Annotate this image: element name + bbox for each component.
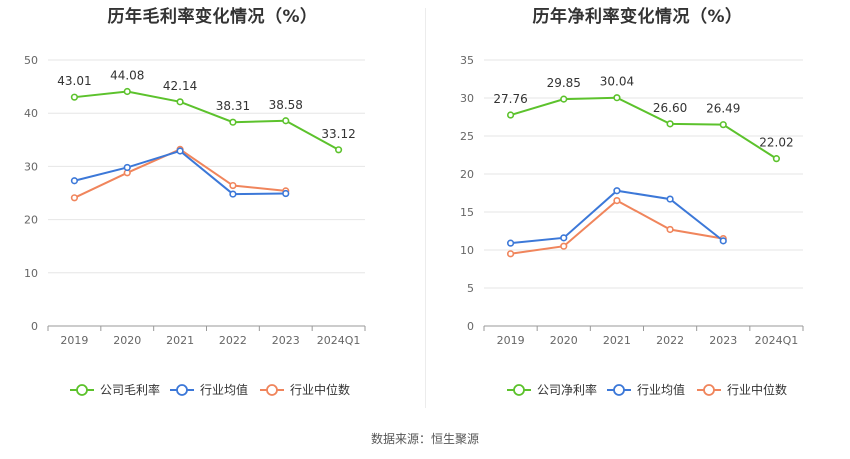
- x-tick-label: 2019: [497, 334, 525, 347]
- data-point: [506, 111, 515, 119]
- legend-marker: [176, 384, 188, 396]
- y-tick-label: 0: [467, 320, 474, 333]
- legend-label: 行业均值: [200, 382, 248, 397]
- x-tick-label: 2021: [166, 334, 194, 347]
- data-label: 26.60: [653, 101, 687, 115]
- gross-margin-plot: 0 10 20 30 40 50 2019 2020 2021 2022 2023 2024Q1 43.…: [24, 54, 366, 397]
- legend-item[interactable]: 公司净利率: [507, 382, 597, 397]
- panel-divider: [425, 8, 426, 408]
- data-point: [123, 163, 131, 172]
- data-label: 42.14: [163, 79, 197, 93]
- y-tick-label: 20: [24, 214, 38, 227]
- data-point: [772, 155, 781, 163]
- gross-margin-chart: 历年毛利率变化情况（%） 0 10 20 30 40 50 2019 2020 2021 2022…: [0, 0, 425, 420]
- series-line: [74, 90, 340, 151]
- data-label: 43.01: [57, 74, 91, 88]
- data-point: [613, 187, 621, 195]
- data-point: [70, 93, 79, 101]
- data-point: [613, 94, 621, 102]
- data-point: [229, 190, 237, 198]
- data-point: [560, 234, 568, 242]
- data-point: [282, 117, 290, 125]
- chart-title: 历年净利率变化情况（%）: [532, 7, 743, 27]
- y-tick-label: 30: [24, 160, 38, 173]
- data-label: 44.08: [110, 68, 144, 82]
- legend-label: 行业中位数: [727, 382, 787, 397]
- data-label: 30.04: [600, 75, 634, 89]
- y-tick-label: 50: [24, 54, 38, 67]
- data-point: [70, 194, 79, 202]
- y-tick-label: 20: [460, 168, 474, 181]
- data-point: [229, 181, 237, 190]
- data-point: [666, 120, 674, 128]
- data-label: 27.76: [493, 92, 527, 106]
- data-source-note: 数据来源：恒生聚源: [370, 432, 479, 446]
- x-tick-label: 2023: [709, 334, 737, 347]
- data-point: [560, 95, 568, 103]
- y-tick-label: 35: [460, 54, 474, 67]
- data-point: [506, 239, 515, 247]
- legend-label: 公司净利率: [537, 382, 597, 397]
- x-tick-label: 2024Q1: [755, 334, 799, 347]
- data-point: [334, 146, 343, 154]
- data-label: 33.12: [321, 127, 355, 141]
- data-point: [666, 225, 674, 234]
- x-tick-label: 2024Q1: [317, 334, 361, 347]
- data-point: [123, 87, 131, 96]
- legend-marker: [703, 384, 715, 396]
- data-point: [229, 118, 237, 126]
- data-point: [70, 177, 79, 185]
- legend-marker: [76, 384, 88, 396]
- data-point: [719, 121, 727, 129]
- legend-item[interactable]: 行业中位数: [260, 382, 350, 397]
- legend-label: 行业均值: [637, 382, 685, 397]
- legend-item[interactable]: 行业均值: [170, 382, 248, 397]
- y-tick-label: 10: [24, 267, 38, 280]
- data-point: [613, 197, 621, 205]
- net-margin-plot: 0 5 10 15 20 25 30 35 2019 2020 2021 2022 2023 2024Q1…: [460, 54, 804, 397]
- y-tick-label: 25: [460, 130, 474, 143]
- legend-marker: [266, 384, 278, 396]
- data-label: 38.58: [269, 98, 303, 112]
- x-tick-label: 2021: [603, 334, 631, 347]
- legend-marker: [613, 384, 625, 396]
- net-margin-chart: 历年净利率变化情况（%） 0 5 10 15 20 25 30 35 2019 2020 2021 2…: [425, 0, 850, 420]
- legend-label: 行业中位数: [290, 382, 350, 397]
- data-point: [719, 237, 727, 245]
- x-tick-label: 2020: [550, 334, 578, 347]
- x-tick-label: 2022: [656, 334, 684, 347]
- data-point: [666, 195, 674, 203]
- data-label: 29.85: [547, 76, 581, 90]
- chart-title: 历年毛利率变化情况（%）: [107, 7, 318, 27]
- data-label: 22.02: [759, 136, 793, 150]
- y-tick-label: 15: [460, 206, 474, 219]
- y-tick-label: 10: [460, 244, 474, 257]
- y-tick-label: 0: [31, 320, 38, 333]
- x-tick-label: 2023: [272, 334, 300, 347]
- y-tick-label: 5: [467, 282, 474, 295]
- x-tick-label: 2019: [60, 334, 88, 347]
- x-tick-label: 2020: [113, 334, 141, 347]
- legend-item[interactable]: 行业均值: [607, 382, 685, 397]
- data-label: 38.31: [216, 99, 250, 113]
- legend-item[interactable]: 行业中位数: [697, 382, 787, 397]
- legend-item[interactable]: 公司毛利率: [70, 382, 160, 397]
- y-tick-label: 40: [24, 107, 38, 120]
- data-point: [176, 98, 184, 106]
- data-point: [176, 147, 184, 155]
- x-tick-label: 2022: [219, 334, 247, 347]
- data-point: [506, 250, 515, 258]
- data-point: [282, 189, 290, 198]
- series-line: [510, 96, 777, 160]
- data-label: 26.49: [706, 102, 740, 116]
- legend-marker: [513, 384, 525, 396]
- series-line: [510, 199, 724, 255]
- legend-label: 公司毛利率: [100, 382, 160, 397]
- y-tick-label: 30: [460, 92, 474, 105]
- data-point: [560, 242, 568, 250]
